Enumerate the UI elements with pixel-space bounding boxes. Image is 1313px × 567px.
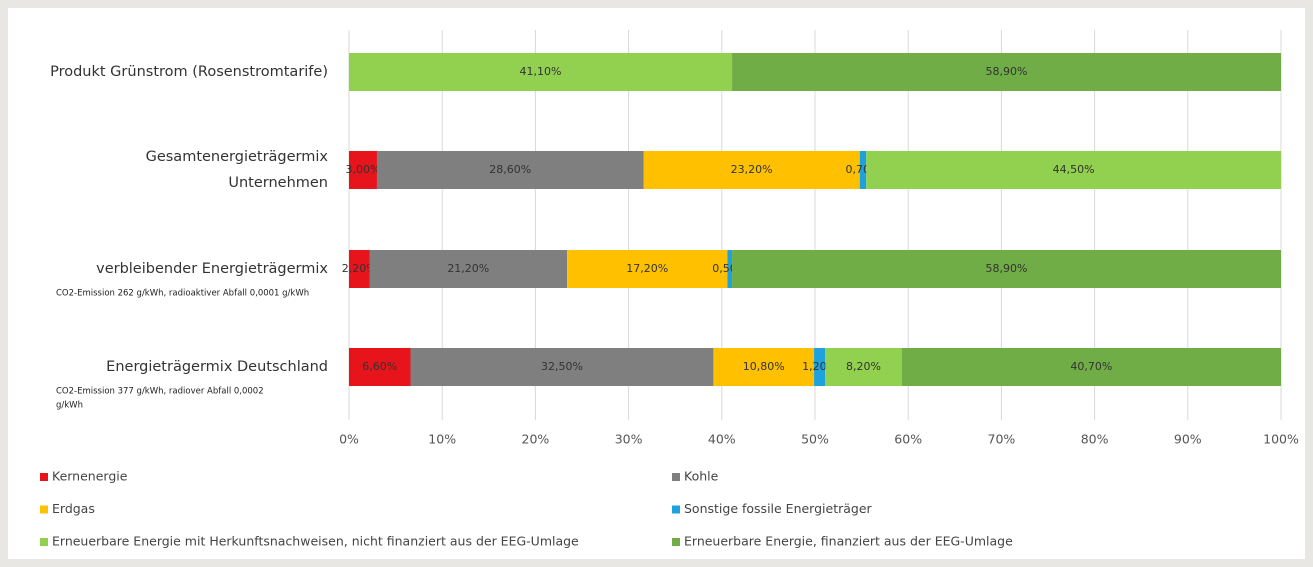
x-tick-label: 60% (894, 432, 922, 447)
bar-segment (349, 250, 370, 288)
value-label: 58,90% (986, 262, 1028, 275)
bar-segment (643, 151, 860, 189)
bar-segment (410, 348, 714, 386)
value-label: 6,60% (362, 360, 397, 373)
legend-label: Erneuerbare Energie mit Herkunftsnachwei… (52, 534, 579, 549)
value-label: 2,20% (342, 262, 377, 275)
bar-segment (732, 53, 1281, 91)
value-label: 32,50% (541, 360, 583, 373)
x-tick-label: 80% (1081, 432, 1109, 447)
category-label: Energieträgermix Deutschland (106, 359, 328, 375)
value-label: 10,80% (743, 360, 785, 373)
legend-label: Erdgas (52, 501, 95, 516)
category-note: g/kWh (56, 401, 83, 411)
legend-swatch (40, 473, 48, 481)
legend-label: Kohle (684, 469, 719, 484)
value-label: 21,20% (447, 262, 489, 275)
legend-swatch (672, 505, 680, 514)
value-label: 40,70% (1070, 360, 1112, 373)
bar-segment (567, 250, 728, 288)
value-label: 3,00% (346, 163, 381, 176)
bar-segment (349, 348, 411, 386)
x-tick-label: 10% (428, 432, 456, 447)
bar-segment (901, 348, 1281, 386)
bar-segment (713, 348, 815, 386)
x-tick-label: 40% (708, 432, 736, 447)
x-tick-label: 0% (339, 432, 359, 447)
value-label: 8,20% (846, 360, 881, 373)
bar-segment (866, 151, 1281, 189)
bar-segment (732, 250, 1281, 288)
bar-segment (859, 151, 867, 189)
bar-segment (727, 250, 733, 288)
bar-segment (369, 250, 568, 288)
category-label: Gesamtenergieträgermix (146, 149, 329, 165)
x-tick-label: 100% (1263, 432, 1299, 447)
x-tick-label: 90% (1174, 432, 1202, 447)
bar-segment (825, 348, 902, 386)
legend-label: Erneuerbare Energie, finanziert aus der … (684, 534, 1013, 549)
bar-segment (349, 53, 733, 91)
category-note: CO2-Emission 262 g/kWh, radioaktiver Abf… (56, 289, 309, 299)
value-label: 41,10% (520, 65, 562, 78)
legend-label: Kernenergie (52, 469, 128, 484)
x-tick-label: 30% (615, 432, 643, 447)
category-note: CO2-Emission 377 g/kWh, radiover Abfall … (56, 387, 264, 397)
value-label: 44,50% (1053, 163, 1095, 176)
bar-segment (814, 348, 826, 386)
x-tick-label: 50% (801, 432, 829, 447)
bar-segment (349, 151, 377, 189)
legend-swatch (40, 538, 48, 546)
x-tick-label: 70% (988, 432, 1016, 447)
value-label: 58,90% (986, 65, 1028, 78)
legend-swatch (40, 505, 48, 514)
legend-swatch (672, 473, 680, 481)
value-label: 17,20% (626, 262, 668, 275)
x-tick-label: 20% (522, 432, 550, 447)
category-label: verbleibender Energieträgermix (96, 261, 328, 277)
value-label: 28,60% (489, 163, 531, 176)
category-label: Unternehmen (228, 175, 328, 191)
category-label: Produkt Grünstrom (Rosenstromtarife) (50, 64, 328, 80)
value-label: 23,20% (731, 163, 773, 176)
bar-segment (376, 151, 644, 189)
legend-swatch (672, 538, 680, 546)
legend-label: Sonstige fossile Energieträger (684, 501, 873, 516)
